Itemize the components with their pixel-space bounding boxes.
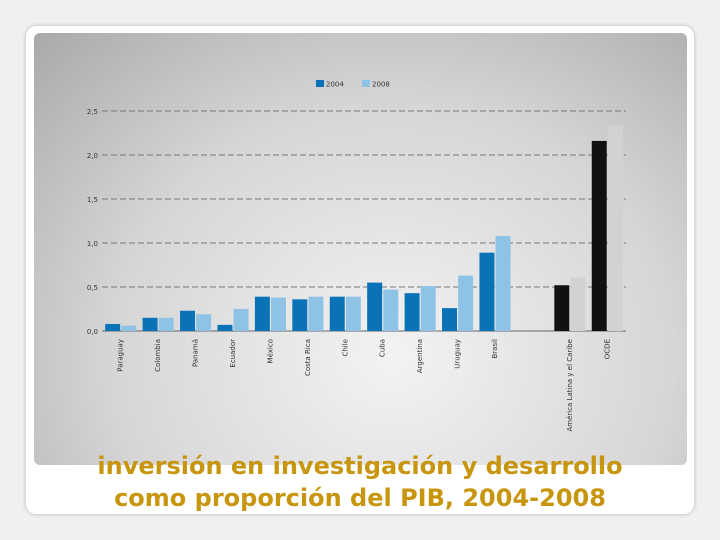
x-tick-label: México — [266, 339, 274, 363]
y-axis-ticks: 0,0 0,5 1,0 1,5 2,0 2,5 — [87, 108, 98, 336]
bar-2008 — [121, 325, 137, 331]
y-tick-label: 2,0 — [87, 152, 98, 160]
y-tick-label: 0,5 — [87, 284, 98, 292]
x-tick-label: Cuba — [379, 339, 387, 357]
bar-2008 — [345, 296, 361, 331]
bar-2008 — [458, 275, 474, 331]
bar-2008 — [270, 297, 286, 331]
x-tick-label: Brasil — [491, 339, 499, 359]
x-axis-labels: Paraguay Colombia Panamá Ecuador México Costa… — [117, 339, 612, 432]
y-tick-label: 2,5 — [87, 108, 98, 116]
legend-swatch — [316, 80, 324, 87]
y-tick-label: 0,0 — [87, 328, 98, 336]
bar-2004 — [217, 324, 233, 331]
caption-line-1: inversión en investigación y desarrollo — [97, 452, 623, 480]
bar-2004 — [254, 296, 270, 331]
bar-2008 — [233, 309, 249, 331]
bar-2008 — [196, 314, 212, 331]
bar-2004 — [105, 323, 121, 331]
bar-2008 — [420, 286, 436, 331]
x-tick-label: Panamá — [192, 339, 200, 367]
bar-2004 — [367, 282, 383, 331]
x-tick-label: América Latina y el Caribe — [566, 339, 574, 432]
bar-2008 — [383, 289, 399, 331]
bar-2008 — [570, 277, 586, 331]
x-tick-label: Paraguay — [117, 339, 125, 372]
x-tick-label: Colombia — [154, 339, 162, 372]
bar-2004 — [404, 293, 420, 331]
x-tick-label: Ecuador — [229, 339, 237, 368]
y-tick-label: 1,5 — [87, 196, 98, 204]
bars — [105, 125, 623, 332]
caption-line-2: como proporción del PIB, 2004-2008 — [114, 484, 606, 512]
bar-2008 — [308, 296, 324, 331]
bar-2004 — [329, 296, 345, 331]
bar-2008 — [607, 125, 623, 332]
bar-2008 — [495, 235, 511, 331]
y-tick-label: 1,0 — [87, 240, 98, 248]
x-tick-label: Chile — [341, 339, 349, 357]
bar-2004 — [292, 299, 308, 331]
bar-2008 — [158, 317, 174, 331]
x-tick-label: Argentina — [416, 339, 424, 373]
legend: 2004 2008 — [316, 80, 390, 89]
bar-chart: 2004 2008 0,0 0,5 1,0 1,5 2,0 2,5 Paraguay Colo… — [87, 80, 626, 432]
x-tick-label: OCDE — [603, 339, 611, 359]
legend-label: 2008 — [372, 81, 390, 89]
bar-2004 — [554, 285, 570, 331]
chart-panel — [34, 33, 687, 465]
bar-2004 — [442, 308, 458, 331]
bar-2004 — [591, 140, 607, 331]
gridlines — [102, 110, 626, 332]
legend-swatch — [362, 80, 370, 87]
bar-2004 — [142, 317, 158, 331]
x-tick-label: Costa Rica — [304, 339, 312, 376]
bar-2004 — [180, 310, 196, 331]
bar-2004 — [479, 252, 495, 331]
legend-label: 2004 — [326, 81, 344, 89]
x-tick-label: Uruguay — [454, 339, 462, 369]
